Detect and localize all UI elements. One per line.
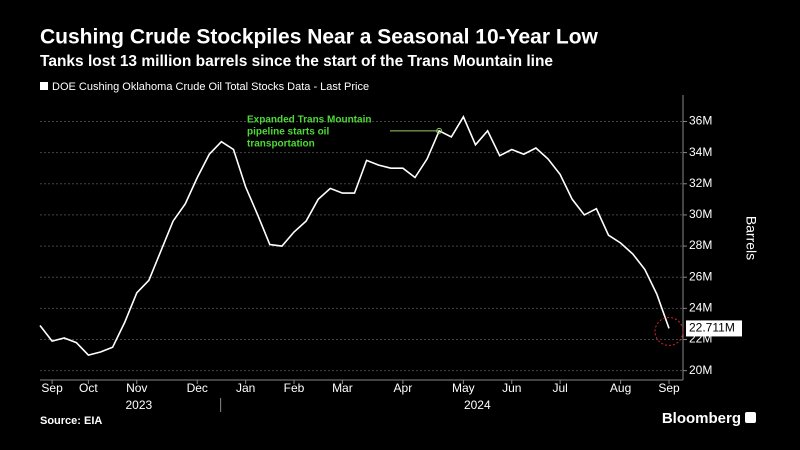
annotation: transportation [247, 139, 315, 150]
line [39, 115, 670, 356]
y-tick-label: 20M [689, 363, 712, 377]
source: Source: EIA [40, 415, 102, 427]
annotation: Expanded Trans Mountain [247, 115, 371, 126]
y-tick-label: 34M [689, 145, 712, 159]
value-label-box [686, 320, 742, 337]
y-tick-label: 36M [689, 114, 712, 128]
x-tick-label: Dec [187, 381, 208, 395]
brand: Bloomberg [662, 410, 741, 427]
y-tick-label: 30M [689, 207, 712, 221]
year-label: 2023 [126, 398, 153, 412]
x-tick-label: Oct [79, 381, 98, 395]
legend-label: DOE Cushing Oklahoma Crude Oil Total Sto… [52, 81, 369, 93]
x-tick-label: Feb [284, 381, 305, 395]
x-tick-label: Jun [502, 381, 521, 395]
year-label: 2024 [464, 398, 491, 412]
y-tick-label: 32M [689, 176, 712, 190]
x-tick-label: Nov [126, 381, 147, 395]
highlight [654, 316, 684, 346]
x-tick-label: Mar [332, 381, 353, 395]
chart-title: Cushing Crude Stockpiles Near a Seasonal… [40, 26, 599, 49]
value-label: 22.711M [689, 321, 735, 335]
y-tick-label: 24M [689, 301, 712, 315]
brand-icon [745, 412, 756, 423]
y-tick-label: 28M [689, 238, 712, 252]
x-tick-label: Sep [658, 381, 680, 395]
x-tick-label: Jan [236, 381, 255, 395]
x-tick-label: May [452, 381, 475, 395]
annotation: pipeline starts oil [247, 127, 329, 138]
y-axis-label: Barrels [743, 216, 759, 260]
x-tick-label: Sep [41, 381, 63, 395]
annotation-dot [436, 127, 443, 134]
x-tick-label: Apr [394, 381, 413, 395]
y-tick-label: 26M [689, 269, 712, 283]
legend-swatch [40, 82, 48, 90]
x-tick-label: Jul [552, 381, 567, 395]
chart-subtitle: Tanks lost 13 million barrels since the … [40, 53, 553, 70]
x-tick-label: Aug [610, 381, 631, 395]
